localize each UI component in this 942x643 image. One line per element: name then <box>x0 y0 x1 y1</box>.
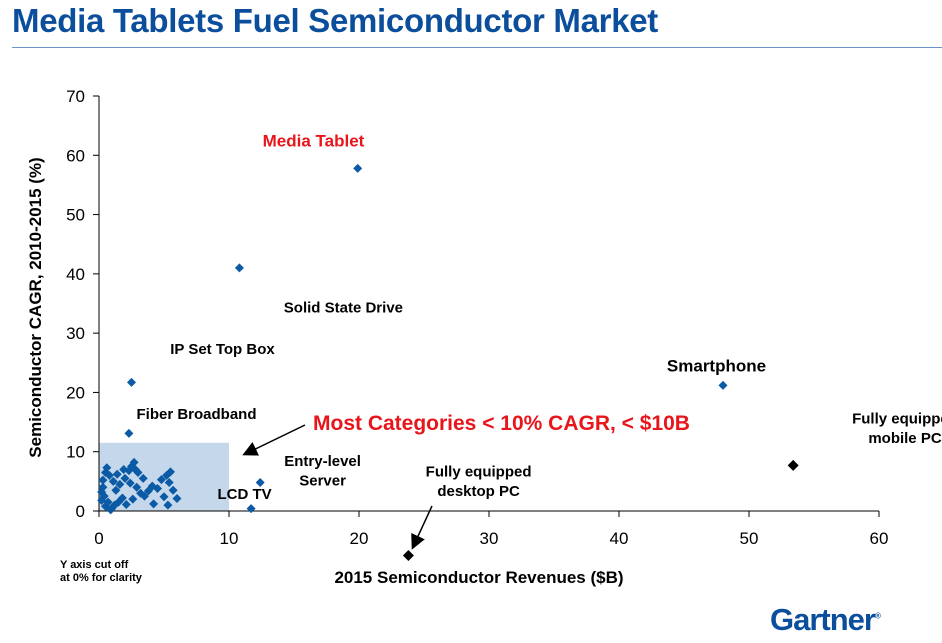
logo-text: Gartner <box>770 602 876 637</box>
annotation: mobile PC <box>868 430 942 447</box>
data-point <box>159 492 169 502</box>
data-point <box>163 500 173 510</box>
data-point <box>246 504 256 514</box>
data-point <box>102 463 112 473</box>
data-point <box>164 478 174 488</box>
annotation: desktop PC <box>437 483 520 500</box>
data-point <box>156 475 166 485</box>
data-point <box>124 428 134 438</box>
callout-arrow <box>242 424 306 456</box>
data-point <box>121 499 131 509</box>
y-tick-label: 40 <box>66 265 85 284</box>
desktop-pc-arrow <box>411 505 433 550</box>
axis-note: Y axis cut off <box>60 559 129 571</box>
annotation: Fully equipped <box>852 410 942 427</box>
data-point <box>129 457 139 467</box>
x-tick-label: 0 <box>94 529 103 548</box>
annotation: Solid State Drive <box>284 299 403 316</box>
data-point <box>138 473 148 483</box>
data-point <box>101 501 110 511</box>
data-point <box>133 467 143 477</box>
data-point <box>128 494 138 504</box>
annotation: Server <box>299 473 346 490</box>
highlight-point <box>402 549 414 561</box>
data-point <box>115 479 125 489</box>
x-tick-label: 50 <box>740 529 759 548</box>
data-point <box>149 499 159 509</box>
y-tick-label: 30 <box>66 324 85 343</box>
data-point <box>255 478 265 488</box>
data-point <box>125 478 135 488</box>
callout-text: Most Categories < 10% CAGR, < $10B <box>313 412 690 435</box>
data-point <box>168 485 178 495</box>
annotation: Fiber Broadband <box>136 406 256 423</box>
page-title: Media Tablets Fuel Semiconductor Market <box>12 2 658 39</box>
data-point <box>119 465 129 474</box>
annotation: Media Tablet <box>263 131 365 150</box>
x-tick-label: 40 <box>610 529 629 548</box>
data-point <box>132 482 142 492</box>
data-point <box>172 494 182 504</box>
annotation: Fully equipped <box>426 464 532 481</box>
annotation: Entry-level <box>284 453 361 470</box>
annotation: IP Set Top Box <box>170 341 275 358</box>
data-point <box>111 485 121 495</box>
y-tick-label: 20 <box>66 383 85 402</box>
data-point <box>117 493 127 503</box>
axis-note: at 0% for clarity <box>60 572 143 584</box>
title-divider <box>12 47 942 48</box>
annotation: Smartphone <box>667 357 766 376</box>
x-tick-label: 60 <box>870 529 889 548</box>
data-point <box>97 487 107 497</box>
data-point <box>98 475 108 485</box>
y-tick-label: 50 <box>66 206 85 225</box>
data-point <box>166 467 175 477</box>
data-point <box>234 263 244 273</box>
y-axis-label: Semiconductor CAGR, 2010-2015 (%) <box>26 157 45 457</box>
annotation: LCD TV <box>218 486 272 503</box>
y-tick-label: 60 <box>66 146 85 165</box>
x-tick-label: 30 <box>480 529 499 548</box>
x-tick-label: 20 <box>350 529 369 548</box>
data-point <box>153 483 162 493</box>
data-point <box>140 491 149 501</box>
data-point <box>108 476 118 486</box>
gartner-logo: Gartner® <box>770 602 881 637</box>
data-point <box>104 470 114 480</box>
x-axis-label: 2015 Semiconductor Revenues ($B) <box>334 568 623 587</box>
y-tick-label: 10 <box>66 443 85 462</box>
y-tick-label: 0 <box>76 502 85 521</box>
data-point <box>353 163 363 173</box>
data-point <box>718 380 728 390</box>
data-point <box>97 495 107 505</box>
y-tick-label: 70 <box>66 87 85 106</box>
highlight-point <box>787 459 799 471</box>
x-tick-label: 10 <box>220 529 239 548</box>
data-point <box>127 377 136 387</box>
data-point <box>112 469 122 479</box>
data-point <box>120 473 130 483</box>
